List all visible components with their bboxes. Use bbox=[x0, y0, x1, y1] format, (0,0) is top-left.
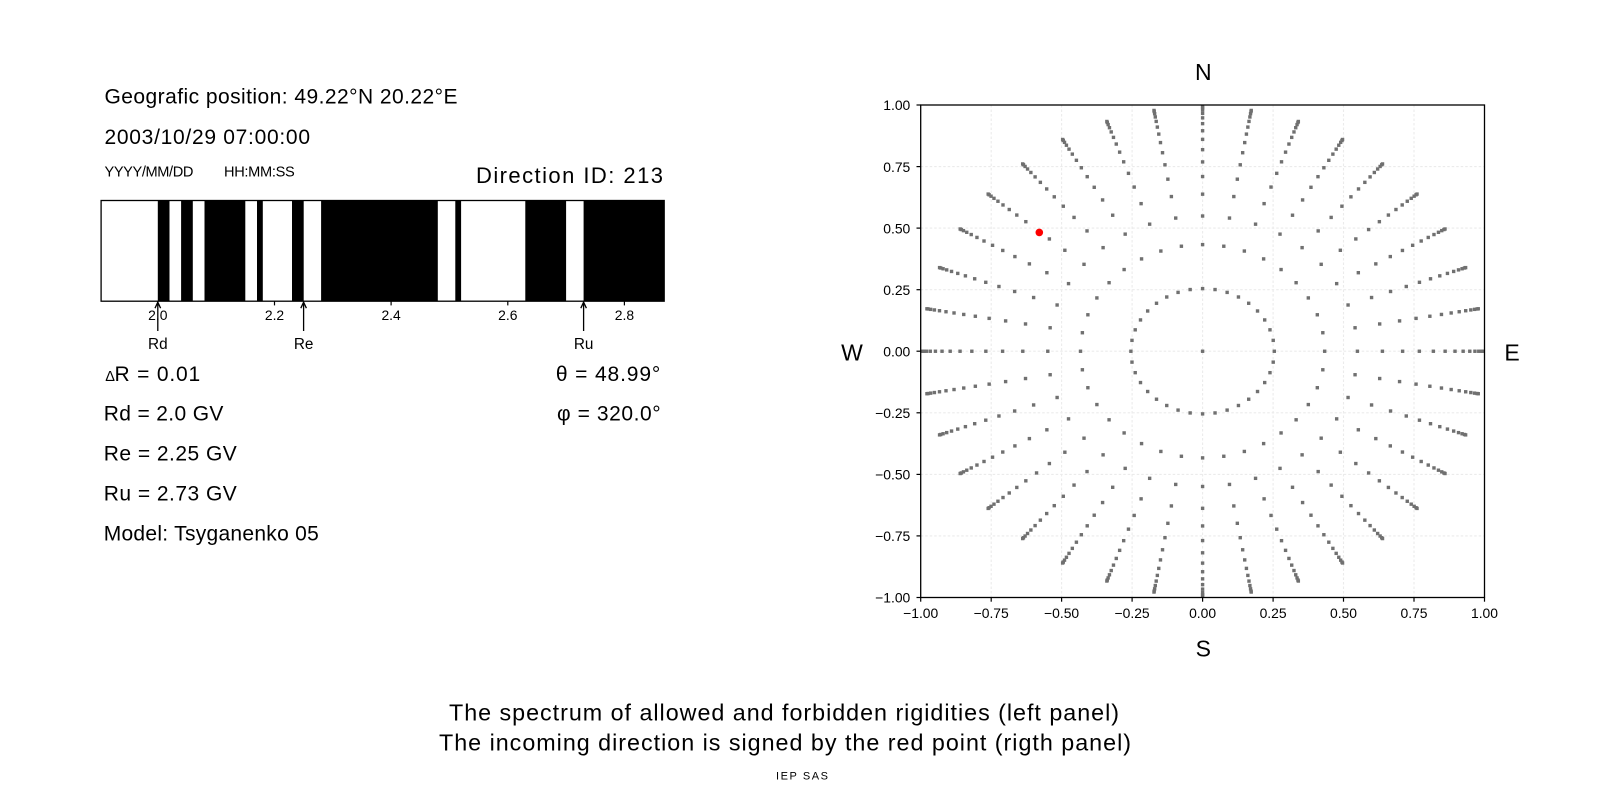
svg-text:0.75: 0.75 bbox=[883, 159, 910, 175]
svg-text:E: E bbox=[1504, 339, 1519, 365]
svg-text:HH:MM:SS: HH:MM:SS bbox=[224, 164, 295, 180]
svg-text:2.6: 2.6 bbox=[498, 307, 518, 323]
svg-text:0.50: 0.50 bbox=[883, 220, 910, 236]
svg-text:R = 0.01: R = 0.01 bbox=[115, 363, 201, 386]
svg-text:−0.75: −0.75 bbox=[974, 605, 1009, 621]
svg-text:Ru: Ru bbox=[574, 336, 594, 353]
svg-text:0.75: 0.75 bbox=[1400, 605, 1427, 621]
svg-text:Rd: Rd bbox=[148, 336, 168, 353]
svg-text:−0.50: −0.50 bbox=[875, 467, 910, 483]
svg-text:0.00: 0.00 bbox=[1189, 605, 1216, 621]
svg-text:−0.25: −0.25 bbox=[1115, 605, 1150, 621]
svg-text:−0.75: −0.75 bbox=[875, 528, 910, 544]
svg-text:N: N bbox=[1195, 59, 1212, 85]
svg-text:YYYY/MM/DD: YYYY/MM/DD bbox=[105, 164, 194, 180]
svg-text:2.2: 2.2 bbox=[265, 307, 285, 323]
svg-text:1.00: 1.00 bbox=[1471, 605, 1498, 621]
svg-text:Re = 2.25 GV: Re = 2.25 GV bbox=[104, 443, 237, 466]
svg-text:0.50: 0.50 bbox=[1330, 605, 1357, 621]
svg-text:Model: Tsyganenko 05: Model: Tsyganenko 05 bbox=[104, 522, 319, 545]
svg-text:The spectrum of allowed and fo: The spectrum of allowed and forbidden ri… bbox=[449, 700, 1119, 726]
svg-text:IEP SAS: IEP SAS bbox=[776, 771, 828, 783]
svg-text:Δ: Δ bbox=[105, 369, 115, 385]
svg-text:φ = 320.0°: φ = 320.0° bbox=[557, 403, 661, 426]
svg-text:Ru = 2.73 GV: Ru = 2.73 GV bbox=[104, 483, 237, 506]
svg-text:1.00: 1.00 bbox=[883, 97, 910, 113]
svg-text:The incoming direction is sign: The incoming direction is signed by the … bbox=[439, 730, 1131, 756]
svg-text:Direction ID: 213: Direction ID: 213 bbox=[476, 163, 663, 188]
svg-text:−1.00: −1.00 bbox=[875, 590, 910, 606]
svg-text:0.25: 0.25 bbox=[1260, 605, 1287, 621]
svg-text:0.00: 0.00 bbox=[883, 343, 910, 359]
svg-text:θ = 48.99°: θ = 48.99° bbox=[556, 363, 660, 386]
svg-text:2.4: 2.4 bbox=[381, 307, 401, 323]
svg-text:−1.00: −1.00 bbox=[903, 605, 938, 621]
svg-text:2.8: 2.8 bbox=[615, 307, 635, 323]
svg-text:Geografic position: 49.22°N 20: Geografic position: 49.22°N 20.22°E bbox=[105, 86, 458, 109]
svg-text:S: S bbox=[1196, 635, 1211, 661]
svg-text:Re: Re bbox=[294, 336, 314, 353]
svg-text:−0.50: −0.50 bbox=[1044, 605, 1079, 621]
svg-text:2003/10/29 07:00:00: 2003/10/29 07:00:00 bbox=[105, 126, 311, 149]
svg-text:0.25: 0.25 bbox=[883, 282, 910, 298]
svg-text:−0.25: −0.25 bbox=[875, 405, 910, 421]
svg-text:W: W bbox=[841, 339, 863, 365]
svg-text:Rd = 2.0 GV: Rd = 2.0 GV bbox=[104, 403, 224, 426]
